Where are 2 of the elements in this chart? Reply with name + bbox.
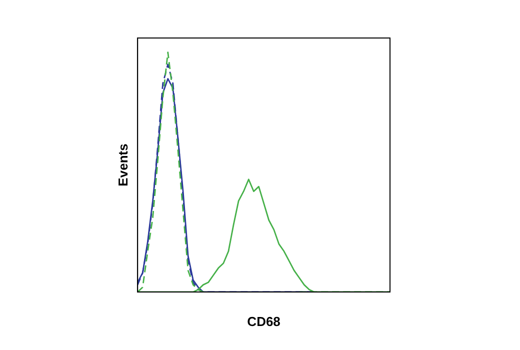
y-axis-title: Events — [115, 144, 130, 186]
x-axis-title: CD68 — [247, 314, 280, 329]
